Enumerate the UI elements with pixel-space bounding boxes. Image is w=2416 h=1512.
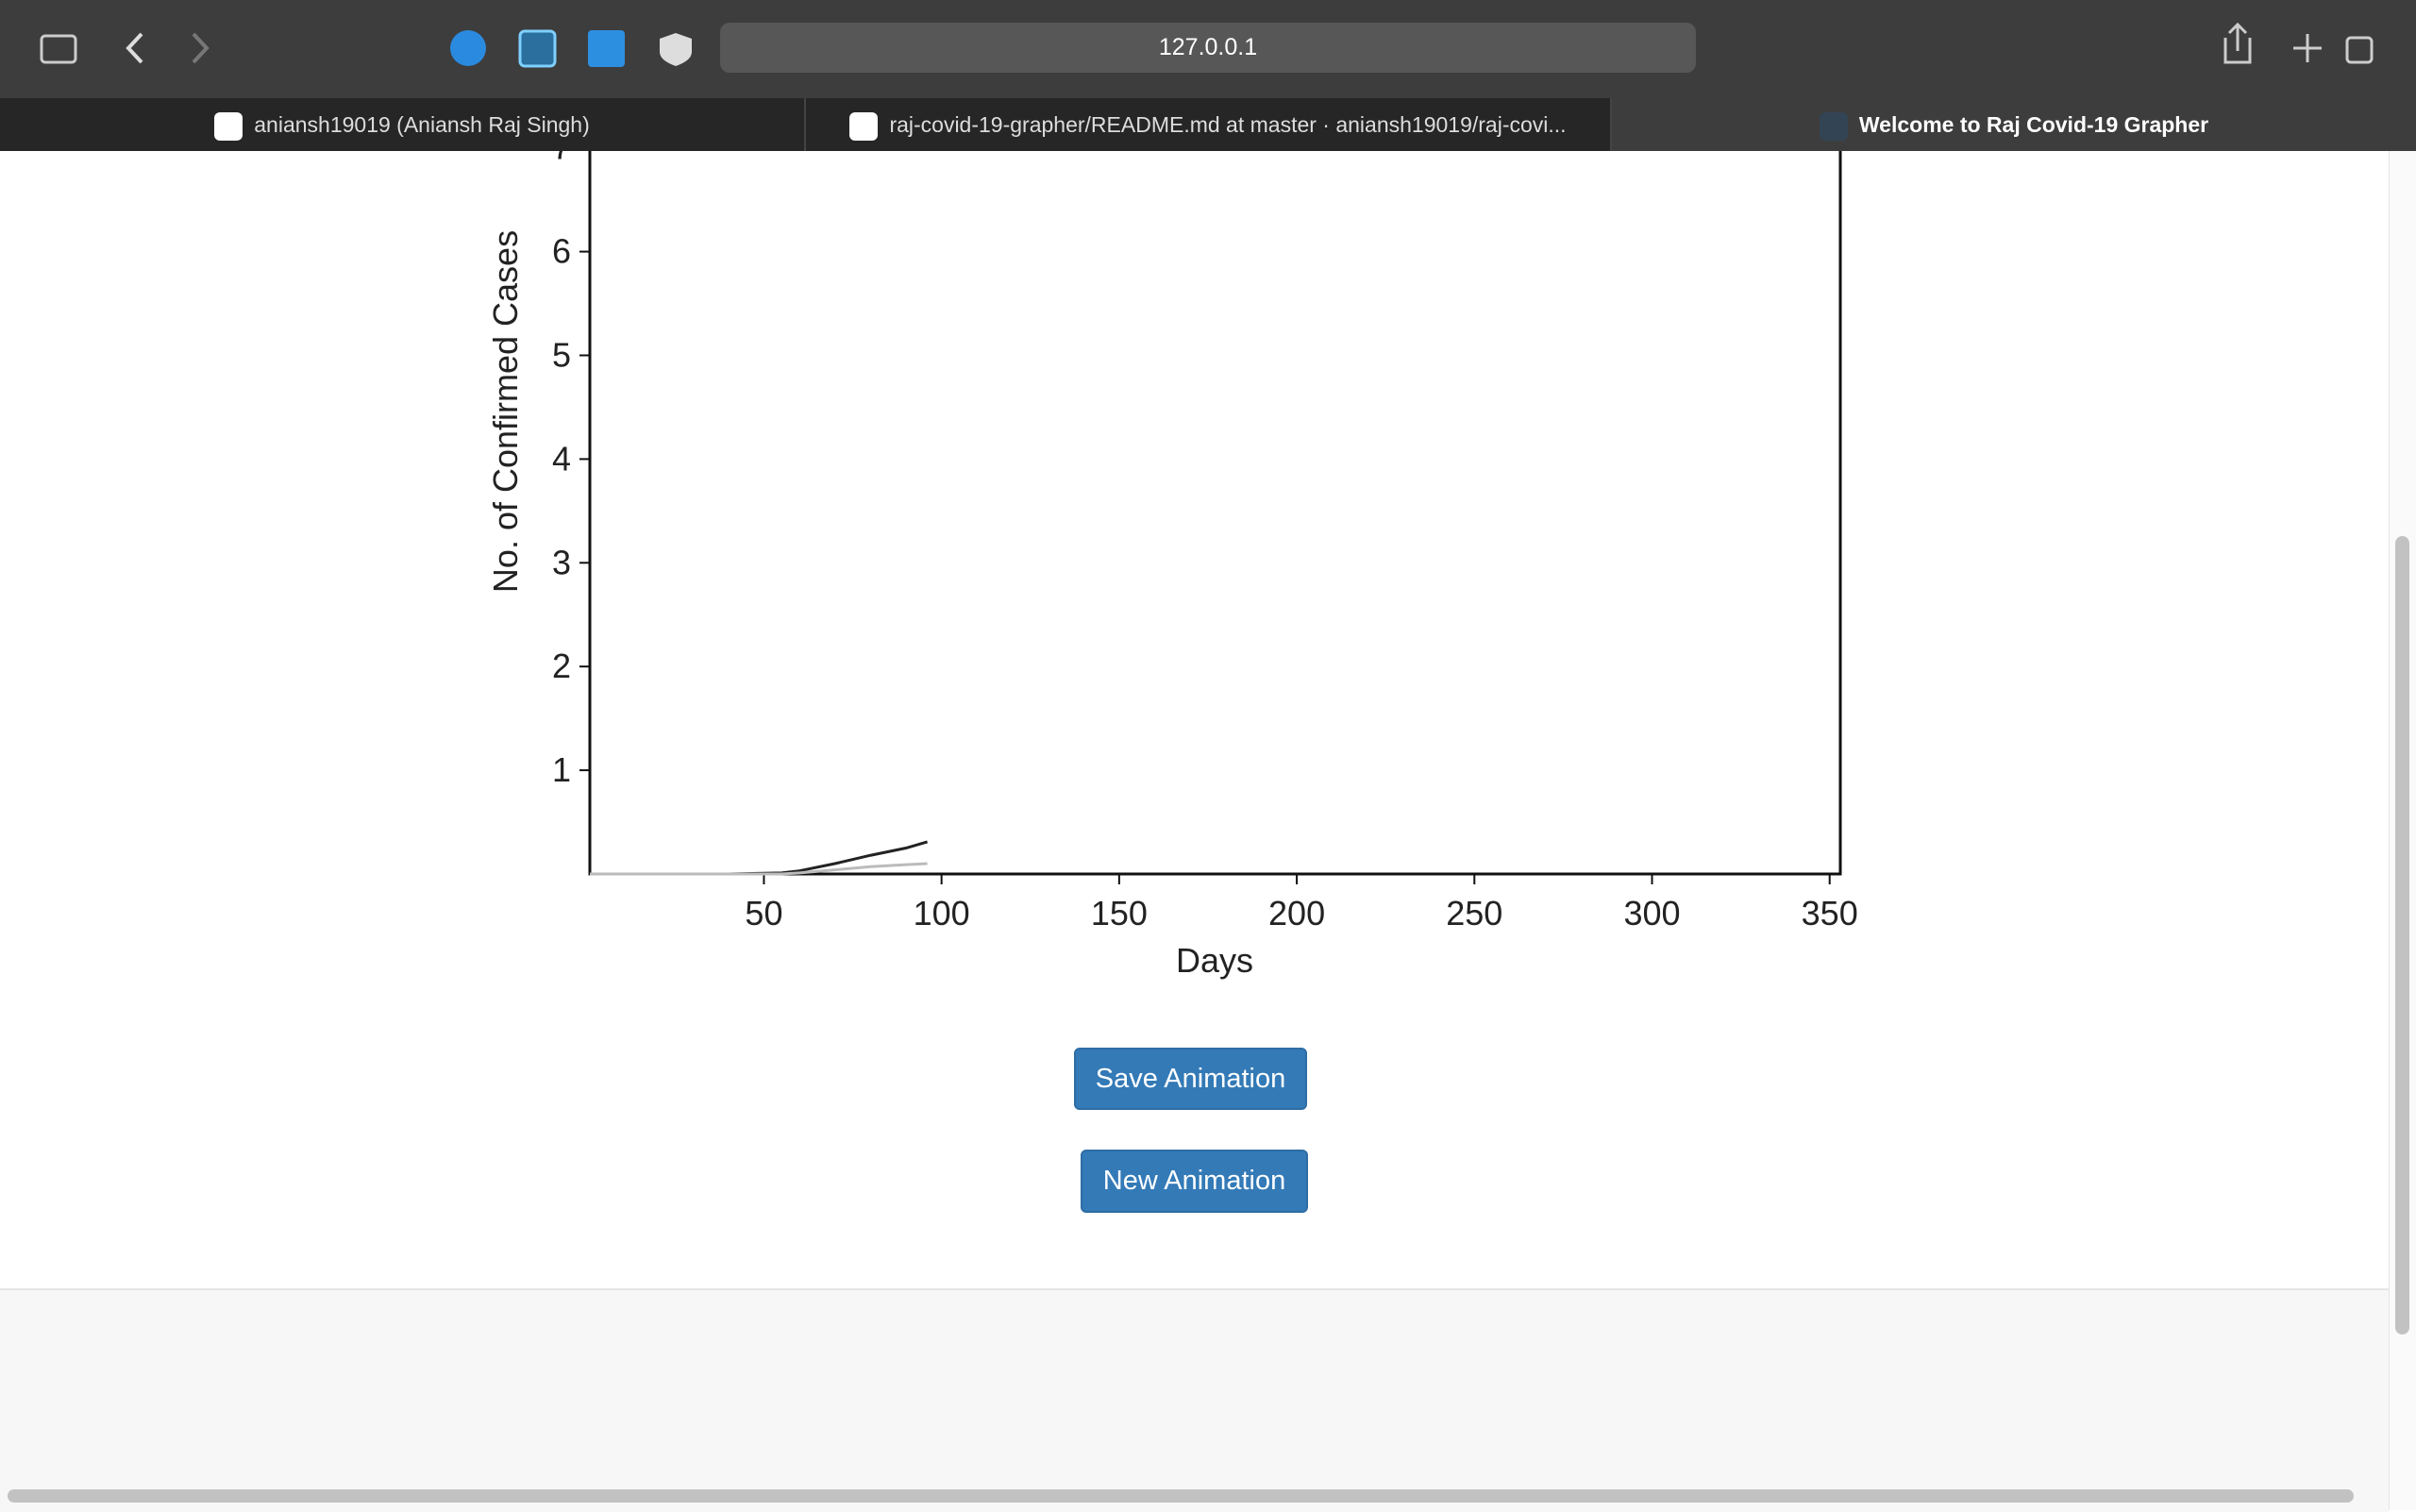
x-tick-label: 150 xyxy=(1091,894,1148,932)
forward-button[interactable] xyxy=(192,32,210,64)
tab-title: aniansh19019 (Aniansh Raj Singh) xyxy=(254,112,590,137)
y-tick-label: 2 xyxy=(552,647,571,685)
y-tick-label: 4 xyxy=(552,439,571,478)
tab-icon xyxy=(849,111,879,141)
plot-frame xyxy=(588,126,1842,876)
share-button[interactable] xyxy=(2223,22,2252,64)
tab-icon xyxy=(1819,111,1848,141)
x-tick-label: 250 xyxy=(1446,894,1502,932)
series-line xyxy=(590,840,929,876)
chart: Days No. of Confirmed Cases 123456750100… xyxy=(486,126,1858,980)
horizontal-scroll-thumb[interactable] xyxy=(8,1489,2354,1503)
privacy-icon[interactable] xyxy=(660,33,692,66)
x-tick-label: 50 xyxy=(745,894,782,932)
new-tab-button[interactable] xyxy=(2293,34,2322,62)
extension-icon[interactable] xyxy=(588,30,625,67)
y-tick-label: 1 xyxy=(552,750,571,789)
tab[interactable]: raj-covid-19-grapher/README.md at master… xyxy=(806,98,1612,151)
tab-title: raj-covid-19-grapher/README.md at master… xyxy=(889,112,1567,137)
tab-title: Welcome to Raj Covid-19 Grapher xyxy=(1858,112,2209,137)
tab[interactable]: aniansh19019 (Aniansh Raj Singh) xyxy=(0,98,806,151)
x-tick-label: 350 xyxy=(1802,894,1858,932)
x-tick-label: 200 xyxy=(1268,894,1325,932)
series-line xyxy=(590,862,928,876)
toolbar-icons xyxy=(40,22,2374,68)
x-axis-label: Days xyxy=(1176,941,1253,980)
back-button[interactable] xyxy=(126,32,143,64)
footer xyxy=(0,1288,2389,1512)
y-tick-label: 5 xyxy=(552,336,571,375)
y-axis-label: No. of Confirmed Cases xyxy=(486,230,525,593)
save-animation-button[interactable]: Save Animation xyxy=(1074,1048,1307,1110)
scroll-thumb[interactable] xyxy=(2395,536,2409,1335)
x-tick-label: 100 xyxy=(914,894,970,932)
tab-bar: aniansh19019 (Aniansh Raj Singh) raj-cov… xyxy=(0,98,2416,151)
vertical-scrollbar xyxy=(2389,151,2416,1510)
extension-icon[interactable] xyxy=(518,29,557,68)
tabs-button[interactable] xyxy=(2345,36,2374,64)
new-animation-button[interactable]: New Animation xyxy=(1081,1150,1308,1213)
x-tick-label: 300 xyxy=(1623,894,1680,932)
adblock-icon[interactable] xyxy=(450,30,486,66)
sidebar-button[interactable] xyxy=(40,34,77,64)
address-bar[interactable]: 127.0.0.1 xyxy=(720,23,1696,73)
toolbar: 127.0.0.1 xyxy=(0,0,2416,98)
tab[interactable]: Welcome to Raj Covid-19 Grapher xyxy=(1612,98,2416,151)
tab-icon xyxy=(214,111,243,141)
y-tick-label: 6 xyxy=(552,232,571,271)
y-tick-label: 3 xyxy=(552,543,571,581)
